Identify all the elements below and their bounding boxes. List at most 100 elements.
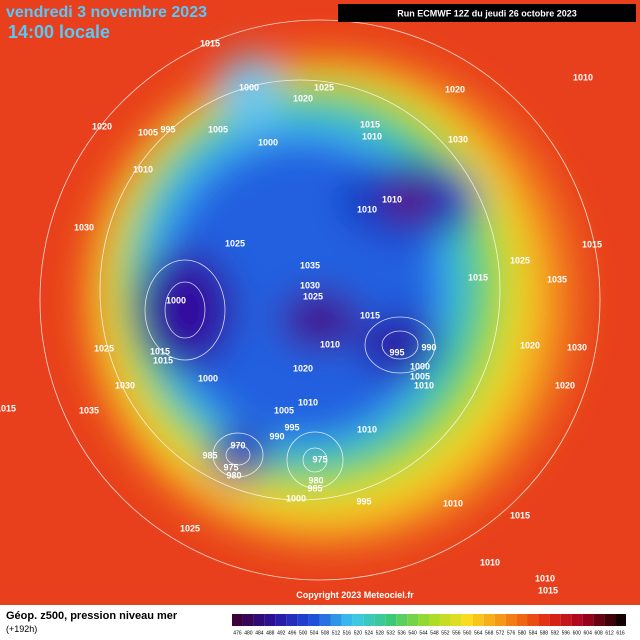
scale-swatch: [253, 614, 265, 626]
pressure-label: 995: [389, 347, 404, 357]
scale-label: 524: [365, 630, 374, 636]
pressure-label: 995: [356, 496, 371, 506]
scale-label: 556: [452, 630, 461, 636]
scale-label: 484: [255, 630, 264, 636]
pressure-label: 980: [226, 470, 241, 480]
scale-swatch: [297, 614, 309, 626]
pressure-label: 990: [421, 342, 436, 352]
run-info: Run ECMWF 12Z du jeudi 26 octobre 2023: [397, 8, 577, 18]
scale-swatch: [472, 614, 484, 626]
scale-label: 548: [430, 630, 439, 636]
pressure-label: 1010: [382, 194, 402, 204]
scale-label: 588: [540, 630, 549, 636]
scale-swatch: [286, 614, 298, 626]
scale-swatch: [341, 614, 353, 626]
scale-swatch: [418, 614, 429, 626]
pressure-label: 1000: [286, 493, 306, 503]
scale-label: 492: [277, 630, 286, 636]
pressure-label: 990: [269, 431, 284, 441]
scale-swatch: [242, 614, 254, 626]
pressure-label: 1000: [239, 82, 259, 92]
scale-label: 500: [299, 630, 308, 636]
pressure-label: 1030: [300, 280, 320, 290]
scale-label: 544: [419, 630, 428, 636]
pressure-label: 1000: [410, 361, 430, 371]
scale-swatch: [275, 614, 287, 626]
pressure-label: 975: [312, 454, 327, 464]
scale-label: 552: [441, 630, 450, 636]
scale-swatch: [461, 614, 473, 626]
time: 14:00 locale: [8, 22, 110, 42]
pressure-label: 1035: [547, 274, 567, 284]
scale-label: 604: [584, 630, 593, 636]
scale-swatch: [385, 614, 397, 626]
scale-label: 568: [485, 630, 494, 636]
scale-swatch: [593, 614, 605, 626]
scale-label: 488: [266, 630, 275, 636]
pressure-label: 1015: [582, 239, 602, 249]
pressure-label: 1005: [274, 405, 294, 415]
scale-swatch: [407, 614, 419, 626]
scale-swatch: [308, 614, 320, 626]
scale-label: 476: [233, 630, 242, 636]
scale-label: 516: [343, 630, 352, 636]
pressure-label: 1005: [138, 127, 158, 137]
pressure-label: 1020: [520, 340, 540, 350]
pressure-label: 1035: [300, 260, 320, 270]
pressure-label: 995: [284, 422, 299, 432]
scale-label: 560: [463, 630, 472, 636]
pressure-label: 1020: [445, 84, 465, 94]
pressure-label: 1010: [357, 204, 377, 214]
scale-label: 592: [551, 630, 560, 636]
scale-swatch: [615, 614, 626, 626]
pressure-label: 1020: [293, 93, 313, 103]
pressure-label: 1010: [298, 397, 318, 407]
pressure-label: 1035: [79, 405, 99, 415]
scale-swatch: [264, 614, 276, 626]
scale-swatch: [560, 614, 572, 626]
pressure-label: 1025: [94, 343, 114, 353]
pressure-label: 1010: [362, 131, 382, 141]
pressure-label: 1000: [166, 295, 186, 305]
scale-label: 576: [507, 630, 516, 636]
scale-swatch: [494, 614, 506, 626]
geopotential-field: [80, 50, 580, 550]
scale-label: 520: [354, 630, 363, 636]
scale-swatch: [429, 614, 440, 626]
pressure-label: 1010: [320, 339, 340, 349]
pressure-label: 1010: [414, 380, 434, 390]
scale-swatch: [549, 614, 561, 626]
scale-label: 540: [408, 630, 417, 636]
scale-label: 504: [310, 630, 319, 636]
pressure-label: 1020: [92, 121, 112, 131]
pressure-label: 980: [308, 475, 323, 485]
copyright: Copyright 2023 Meteociel.fr: [296, 590, 414, 600]
scale-swatch: [396, 614, 408, 626]
scale-label: 612: [605, 630, 614, 636]
pressure-label: 1015: [468, 272, 488, 282]
scale-label: 480: [244, 630, 253, 636]
scale-swatch: [483, 614, 495, 626]
pressure-label: 1015: [510, 510, 530, 520]
pressure-label: 1025: [180, 523, 200, 533]
pressure-label: 1030: [567, 342, 587, 352]
pressure-label: 1010: [480, 557, 500, 567]
pressure-label: 1000: [258, 137, 278, 147]
pressure-label: 1010: [443, 498, 463, 508]
pressure-label: 1005: [410, 371, 430, 381]
scale-label: 508: [321, 630, 330, 636]
lead-time: (+192h): [6, 624, 37, 634]
pressure-label: 970: [230, 440, 245, 450]
pressure-label: 985: [202, 450, 217, 460]
isobars: [39, 19, 601, 581]
pressure-label: 1025: [510, 255, 530, 265]
pressure-label: 1010: [573, 72, 593, 82]
title: vendredi 3 novembre 2023: [6, 4, 207, 21]
pressure-label: 1030: [448, 134, 468, 144]
pressure-label: 1025: [314, 82, 334, 92]
pressure-label: 1000: [198, 373, 218, 383]
scale-label: 596: [562, 630, 571, 636]
pressure-label: 1025: [225, 238, 245, 248]
scale-label: 496: [288, 630, 297, 636]
